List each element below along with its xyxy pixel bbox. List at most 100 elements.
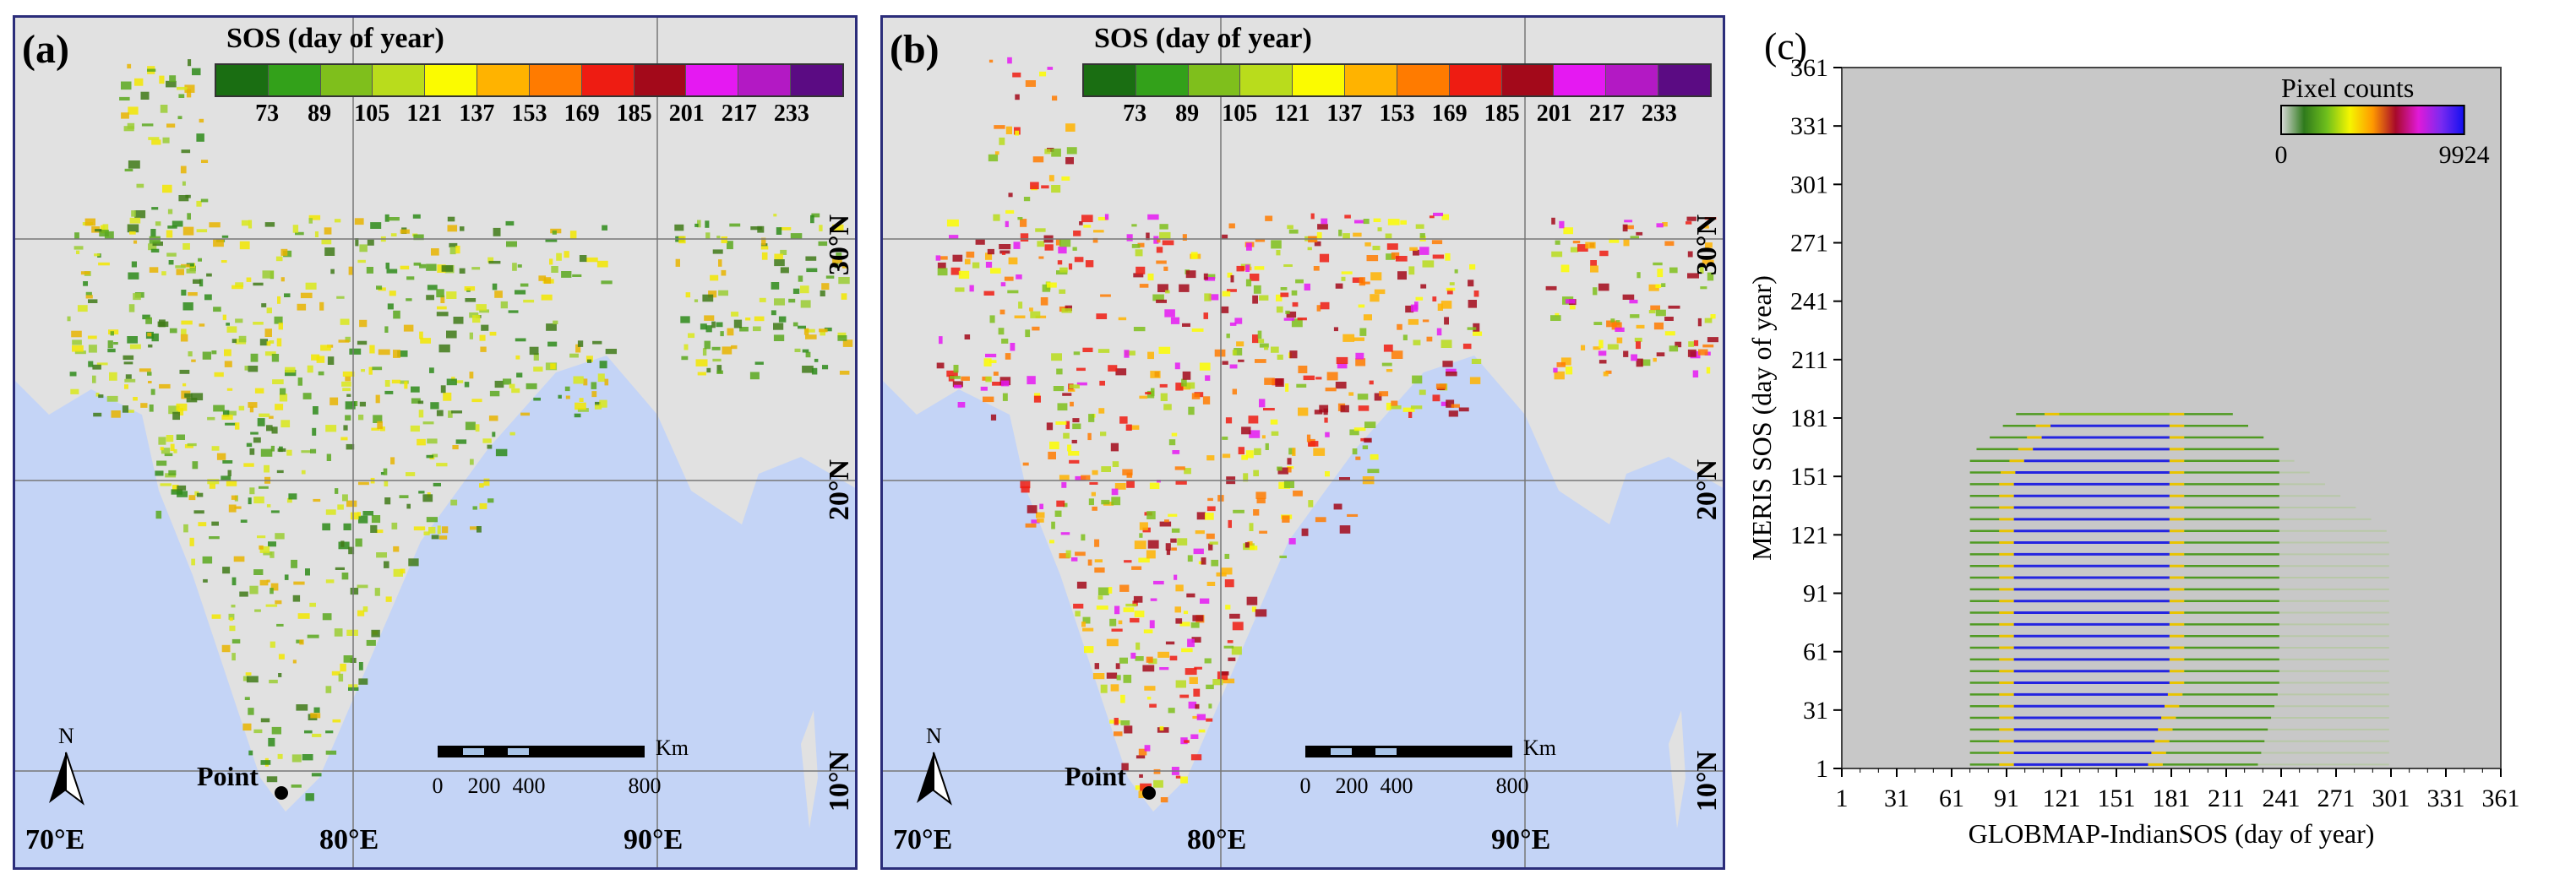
vegetation-pixel bbox=[1159, 383, 1168, 388]
vegetation-pixel bbox=[1449, 282, 1455, 285]
vegetation-pixel bbox=[121, 81, 132, 90]
vegetation-pixel bbox=[1353, 427, 1366, 432]
vegetation-pixel bbox=[509, 432, 515, 436]
vegetation-pixel bbox=[422, 494, 433, 502]
vegetation-pixel bbox=[231, 285, 243, 290]
vegetation-pixel bbox=[168, 470, 177, 475]
vegetation-pixel bbox=[1656, 223, 1664, 228]
vegetation-pixel bbox=[1053, 386, 1065, 392]
vegetation-pixel bbox=[1022, 462, 1029, 466]
vegetation-pixel bbox=[229, 625, 236, 632]
x-tick-label: 1 bbox=[1836, 785, 1849, 812]
vegetation-pixel bbox=[1354, 220, 1364, 224]
vegetation-pixel bbox=[358, 678, 368, 685]
vegetation-pixel bbox=[134, 210, 146, 219]
vegetation-pixel bbox=[966, 251, 975, 258]
legend-tick-label: 121 bbox=[1274, 100, 1310, 127]
vegetation-pixel bbox=[413, 234, 424, 241]
vegetation-pixel bbox=[348, 266, 354, 275]
vegetation-pixel bbox=[1049, 540, 1054, 544]
x-tick-label: 121 bbox=[2043, 785, 2081, 812]
vegetation-pixel bbox=[1065, 123, 1076, 132]
vegetation-pixel bbox=[131, 210, 136, 217]
vegetation-pixel bbox=[602, 225, 607, 231]
colorbar-max: 9924 bbox=[2439, 141, 2490, 169]
vegetation-pixel bbox=[465, 298, 477, 302]
legend-title: SOS (day of year) bbox=[226, 23, 444, 54]
legend-swatch bbox=[529, 65, 582, 95]
vegetation-pixel bbox=[1109, 618, 1117, 627]
vegetation-pixel bbox=[156, 460, 167, 466]
vegetation-pixel bbox=[109, 372, 117, 381]
vegetation-pixel bbox=[150, 248, 160, 252]
vegetation-pixel bbox=[436, 312, 449, 317]
vegetation-pixel bbox=[1163, 266, 1168, 271]
legend-tick-label: 73 bbox=[1123, 100, 1147, 127]
vegetation-pixel bbox=[1032, 326, 1040, 331]
vegetation-pixel bbox=[406, 298, 412, 301]
vegetation-pixel bbox=[778, 316, 787, 323]
vegetation-pixel bbox=[1559, 220, 1565, 229]
vegetation-pixel bbox=[1347, 513, 1359, 517]
vegetation-pixel bbox=[1018, 301, 1023, 309]
vegetation-pixel bbox=[1285, 310, 1290, 314]
vegetation-pixel bbox=[406, 472, 416, 476]
x-tick-label: 241 bbox=[2263, 785, 2301, 812]
vegetation-pixel bbox=[354, 218, 364, 225]
legend-swatch bbox=[1397, 65, 1450, 95]
vegetation-pixel bbox=[685, 292, 691, 298]
x-tick-label: 361 bbox=[2482, 785, 2520, 812]
vegetation-pixel bbox=[327, 356, 335, 365]
vegetation-pixel bbox=[260, 448, 273, 457]
vegetation-pixel bbox=[1265, 215, 1273, 221]
vegetation-pixel bbox=[378, 287, 386, 291]
vegetation-pixel bbox=[1222, 361, 1228, 365]
vegetation-pixel bbox=[140, 91, 150, 100]
vegetation-pixel bbox=[329, 397, 339, 405]
vegetation-pixel bbox=[199, 279, 204, 287]
vegetation-pixel bbox=[358, 515, 368, 524]
vegetation-pixel bbox=[1241, 426, 1251, 435]
vegetation-pixel bbox=[1259, 343, 1269, 348]
vegetation-pixel bbox=[224, 349, 231, 356]
vegetation-pixel bbox=[1061, 176, 1070, 181]
vegetation-pixel bbox=[470, 526, 480, 530]
vegetation-pixel bbox=[269, 679, 278, 684]
vegetation-pixel bbox=[448, 410, 453, 418]
vegetation-pixel bbox=[745, 318, 751, 321]
vegetation-pixel bbox=[1288, 538, 1296, 545]
vegetation-pixel bbox=[148, 344, 153, 348]
vegetation-pixel bbox=[1076, 581, 1087, 589]
panel-label: (a) bbox=[22, 27, 69, 72]
vegetation-pixel bbox=[577, 408, 589, 412]
vegetation-pixel bbox=[284, 574, 289, 580]
vegetation-pixel bbox=[1014, 315, 1026, 318]
vegetation-pixel bbox=[1355, 456, 1361, 460]
vegetation-pixel bbox=[176, 434, 185, 440]
vegetation-pixel bbox=[1245, 450, 1254, 459]
vegetation-pixel bbox=[488, 415, 498, 421]
vegetation-pixel bbox=[1387, 219, 1400, 225]
vegetation-pixel bbox=[1061, 481, 1067, 488]
vegetation-pixel bbox=[583, 378, 588, 386]
vegetation-pixel bbox=[990, 414, 997, 421]
vegetation-pixel bbox=[1255, 238, 1266, 242]
vegetation-pixel bbox=[788, 298, 796, 303]
vegetation-pixel bbox=[1157, 284, 1168, 292]
legend-swatch bbox=[268, 65, 321, 95]
vegetation-pixel bbox=[834, 263, 839, 269]
lat-label-30: 30°N bbox=[1691, 214, 1724, 276]
vegetation-pixel bbox=[1138, 557, 1150, 563]
vegetation-pixel bbox=[418, 491, 425, 494]
vegetation-pixel bbox=[260, 718, 270, 723]
vegetation-pixel bbox=[1374, 289, 1386, 295]
vegetation-pixel bbox=[1435, 383, 1446, 389]
vegetation-pixel bbox=[1149, 482, 1160, 490]
vegetation-pixel bbox=[1177, 538, 1188, 546]
vegetation-pixel bbox=[1033, 395, 1041, 403]
vegetation-pixel bbox=[357, 340, 368, 345]
vegetation-pixel bbox=[1254, 266, 1265, 270]
vegetation-pixel bbox=[350, 588, 359, 595]
y-tick-label: 211 bbox=[1791, 346, 1828, 374]
vegetation-pixel bbox=[1048, 451, 1056, 459]
